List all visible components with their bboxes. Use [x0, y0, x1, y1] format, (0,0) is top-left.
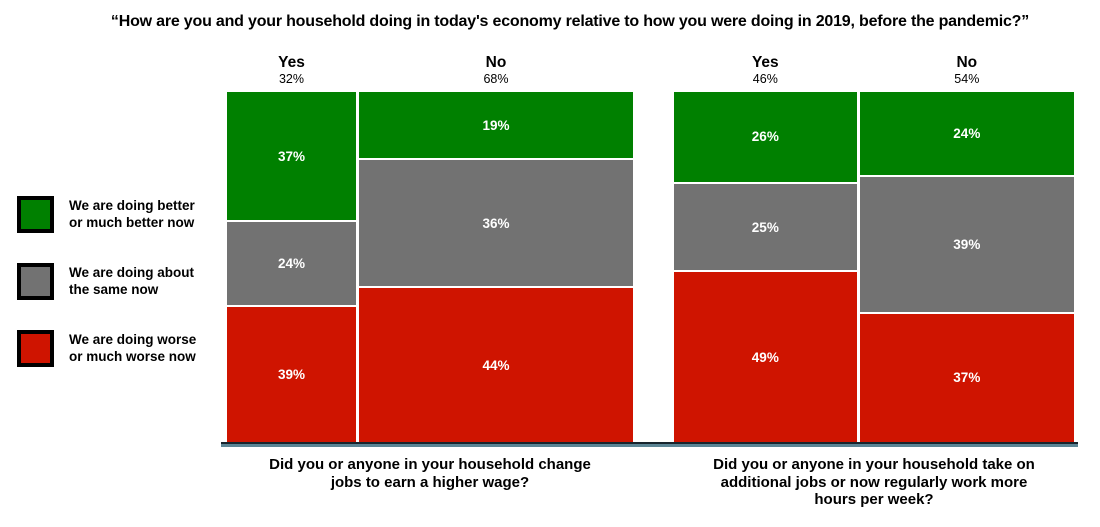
segment-value-label: 24% — [277, 256, 305, 272]
segment-worse: 37% — [859, 311, 1074, 442]
legend-item-worse: We are doing worse or much worse now — [17, 330, 196, 367]
segment-value-label: 26% — [751, 129, 779, 145]
legend-swatch-same — [17, 263, 54, 300]
column-header: Yes 32% — [207, 53, 376, 87]
column-header: Yes 46% — [654, 53, 877, 87]
segment-better: 24% — [859, 92, 1074, 176]
legend-swatch-worse — [17, 330, 54, 367]
segment-same: 36% — [358, 158, 633, 287]
legend-label-worse: We are doing worse or much worse now — [69, 332, 197, 364]
segment-value-label: 36% — [482, 215, 510, 231]
segment-value-label: 39% — [277, 367, 305, 383]
x-axis-question-2: Did you or anyone in your household take… — [713, 456, 1035, 508]
column-no-group-1: No 68% 19% 36% 44% — [358, 54, 633, 442]
segment-worse: 39% — [227, 305, 356, 442]
answer-label: No — [956, 54, 978, 71]
x-axis-baseline — [221, 442, 1078, 447]
segment-value-label: 37% — [277, 148, 305, 164]
legend: We are doing better or much better now We … — [17, 196, 196, 367]
segment-value-label: 49% — [751, 349, 779, 365]
segment-value-label: 39% — [953, 237, 981, 253]
legend-swatch-better — [17, 196, 54, 233]
column-share-label: 46% — [752, 72, 778, 86]
legend-label-better: We are doing better or much better now — [69, 198, 195, 230]
column-share-label: 54% — [954, 72, 980, 86]
column-no-group-2: No 54% 24% 39% 37% — [859, 54, 1074, 442]
column-yes-group-2: Yes 46% 26% 25% 49% — [674, 54, 857, 442]
segment-value-label: 25% — [751, 219, 779, 235]
segment-same: 39% — [859, 175, 1074, 312]
column-header: No 68% — [339, 53, 653, 87]
segment-same: 25% — [674, 181, 857, 271]
x-axis-question-1: Did you or anyone in your household chan… — [269, 456, 591, 491]
column-yes-group-1: Yes 32% 37% 24% 39% — [227, 54, 356, 442]
segment-value-label: 44% — [482, 357, 510, 373]
segment-better: 37% — [227, 92, 356, 221]
answer-label: Yes — [278, 54, 305, 71]
legend-item-better: We are doing better or much better now — [17, 196, 196, 233]
answer-label: Yes — [751, 54, 779, 71]
chart-title: “How are you and your household doing in… — [110, 13, 1030, 30]
column-share-label: 68% — [483, 72, 509, 86]
segment-worse: 44% — [358, 286, 633, 442]
segment-same: 24% — [227, 220, 356, 306]
bar-group-1: Yes 32% 37% 24% 39% No 68% 19% 36% 44% — [227, 54, 633, 442]
answer-label: No — [485, 54, 507, 71]
bar-group-2: Yes 46% 26% 25% 49% No 54% 24% 39% 37% — [674, 54, 1074, 442]
column-header: No 54% — [840, 53, 1094, 87]
segment-worse: 49% — [674, 270, 857, 442]
column-share-label: 32% — [278, 72, 304, 86]
legend-item-same: We are doing about the same now — [17, 263, 196, 300]
segment-better: 26% — [674, 92, 857, 182]
segment-value-label: 24% — [953, 126, 981, 142]
legend-label-same: We are doing about the same now — [69, 265, 195, 297]
segment-value-label: 19% — [482, 117, 510, 133]
segment-value-label: 37% — [953, 370, 981, 386]
segment-better: 19% — [358, 92, 633, 159]
